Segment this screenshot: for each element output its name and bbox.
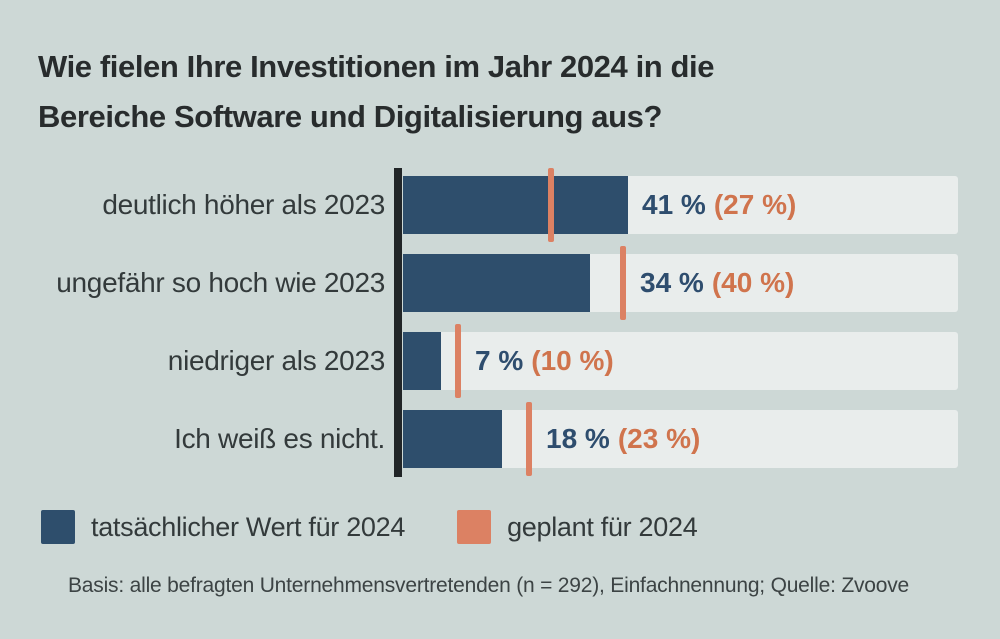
value-label: 7 % (10 %) (475, 332, 614, 390)
chart-title: Wie fielen Ihre Investitionen im Jahr 20… (38, 42, 715, 142)
legend-label-planned: geplant für 2024 (507, 511, 698, 542)
actual-bar (403, 332, 441, 390)
planned-value: (40 %) (711, 267, 795, 298)
bar-track: 34 % (40 %) (403, 246, 958, 320)
actual-bar (403, 176, 628, 234)
value-label: 41 % (27 %) (642, 176, 796, 234)
actual-bar (403, 410, 502, 468)
legend-label-actual: tatsächlicher Wert für 2024 (91, 511, 406, 542)
value-label: 34 % (40 %) (640, 254, 794, 312)
category-label: niedriger als 2023 (167, 345, 386, 376)
bar-row: ungefähr so hoch wie 2023 34 % (40 %) (0, 246, 1000, 320)
planned-value: (23 %) (617, 423, 701, 454)
legend-item-planned: geplant für 2024 (457, 510, 698, 544)
bar-track: 41 % (27 %) (403, 168, 958, 242)
category-label: ungefähr so hoch wie 2023 (56, 267, 385, 298)
legend-swatch-actual (41, 510, 75, 544)
planned-value: (10 %) (531, 345, 614, 376)
actual-value: 34 % (640, 267, 704, 298)
source-note: Basis: alle befragten Unternehmensvertre… (68, 574, 910, 597)
axis-baseline (394, 168, 402, 477)
category-label: Ich weiß es nicht. (174, 423, 385, 454)
value-label: 18 % (23 %) (546, 410, 700, 468)
planned-tick (455, 324, 461, 398)
chart-title-line1: Wie fielen Ihre Investitionen im Jahr 20… (38, 49, 715, 84)
actual-value: 18 % (546, 423, 610, 454)
planned-tick (526, 402, 532, 476)
legend: tatsächlicher Wert für 2024 geplant für … (41, 510, 698, 544)
bar-row: Ich weiß es nicht. 18 % (23 %) (0, 402, 1000, 476)
actual-value: 41 % (642, 189, 706, 220)
bar-row: deutlich höher als 2023 41 % (27 %) (0, 168, 1000, 242)
bar-track: 18 % (23 %) (403, 402, 958, 476)
planned-tick (620, 246, 626, 320)
bar-track: 7 % (10 %) (403, 324, 958, 398)
chart-title-line2: Bereiche Software und Digitalisierung au… (38, 99, 662, 134)
bar-row: niedriger als 2023 7 % (10 %) (0, 324, 1000, 398)
actual-value: 7 % (475, 345, 524, 376)
planned-value: (27 %) (713, 189, 797, 220)
legend-swatch-planned (457, 510, 492, 544)
planned-tick (548, 168, 554, 242)
legend-item-actual: tatsächlicher Wert für 2024 (41, 510, 405, 544)
category-label: deutlich höher als 2023 (102, 189, 385, 220)
actual-bar (403, 254, 590, 312)
